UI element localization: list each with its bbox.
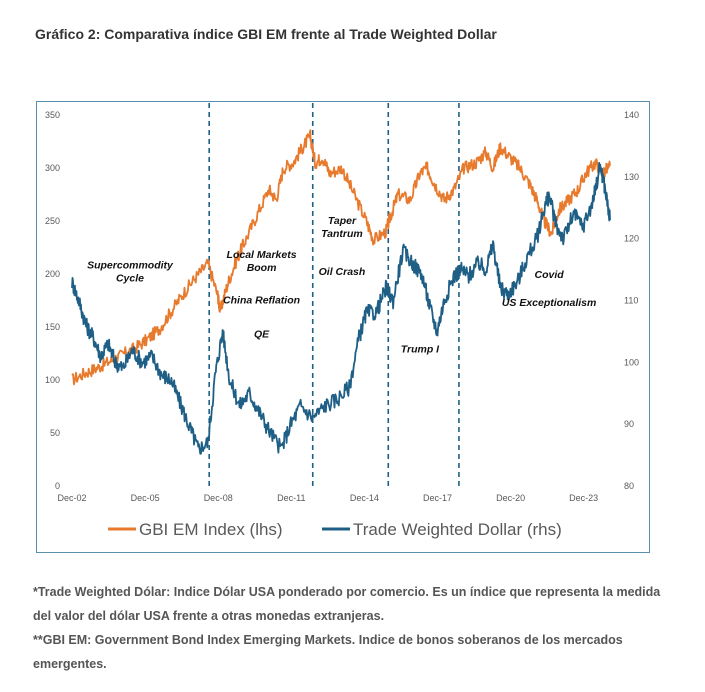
chart-annotation: Covid bbox=[534, 269, 564, 281]
y-left-tick-label: 250 bbox=[45, 216, 60, 226]
legend-label-dollar: Trade Weighted Dollar (rhs) bbox=[353, 520, 562, 539]
y-right-tick-label: 130 bbox=[624, 172, 639, 182]
gbi-em-series-line bbox=[71, 129, 611, 386]
x-tick-label: Dec-08 bbox=[204, 493, 233, 503]
y-right-tick-label: 80 bbox=[624, 481, 634, 491]
chart-svg: 0 50 100 150 200 250 300 350 80 90 100 110 120 130 14… bbox=[45, 103, 639, 539]
x-tick-label: Dec-17 bbox=[423, 493, 452, 503]
y-right-tick-label: 140 bbox=[624, 110, 639, 120]
chart-title: Gráfico 2: Comparativa índice GBI EM fre… bbox=[35, 26, 497, 42]
chart-annotation: US Exceptionalism bbox=[502, 297, 597, 309]
y-right-tick-label: 110 bbox=[624, 296, 638, 306]
legend-label-gbi: GBI EM Index (lhs) bbox=[139, 520, 283, 539]
trade-weighted-dollar-series-line bbox=[71, 161, 611, 455]
y-right-tick-label: 100 bbox=[624, 357, 639, 367]
y-right-tick-label: 120 bbox=[624, 234, 639, 244]
y-left-tick-label: 0 bbox=[55, 481, 60, 491]
chart-frame bbox=[36, 101, 650, 553]
x-tick-label: Dec-02 bbox=[57, 493, 86, 503]
x-tick-label: Dec-11 bbox=[277, 493, 305, 503]
y-left-tick-label: 350 bbox=[45, 110, 60, 120]
x-tick-label: Dec-20 bbox=[496, 493, 525, 503]
y-left-tick-label: 300 bbox=[45, 163, 60, 173]
y-left-tick-label: 50 bbox=[50, 428, 60, 438]
footnotes: *Trade Weighted Dólar: Indice Dólar USA … bbox=[33, 580, 673, 676]
x-tick-label: Dec-14 bbox=[350, 493, 379, 503]
chart-annotation: Supercommodity bbox=[87, 260, 174, 272]
chart-annotation: Local Markets bbox=[227, 249, 297, 261]
y-left-tick-label: 100 bbox=[45, 375, 60, 385]
x-tick-label: Dec-05 bbox=[131, 493, 160, 503]
chart-annotation: Oil Crash bbox=[319, 266, 366, 278]
footnote-twd: *Trade Weighted Dólar: Indice Dólar USA … bbox=[33, 585, 661, 623]
y-right-tick-label: 90 bbox=[624, 419, 634, 429]
chart-annotation: Taper bbox=[328, 215, 357, 227]
footnote-gbi: **GBI EM: Government Bond Index Emerging… bbox=[33, 633, 623, 671]
chart-annotation: QE bbox=[254, 329, 270, 341]
chart-annotation: Trump I bbox=[401, 343, 440, 355]
y-left-tick-label: 200 bbox=[45, 269, 60, 279]
chart-annotation: China Reflation bbox=[223, 295, 300, 307]
y-left-tick-label: 150 bbox=[45, 322, 60, 332]
chart-annotation: Boom bbox=[247, 262, 277, 274]
chart-annotation: Cycle bbox=[116, 272, 144, 284]
x-tick-label: Dec-23 bbox=[569, 493, 598, 503]
chart-annotation: Tantrum bbox=[321, 228, 363, 240]
